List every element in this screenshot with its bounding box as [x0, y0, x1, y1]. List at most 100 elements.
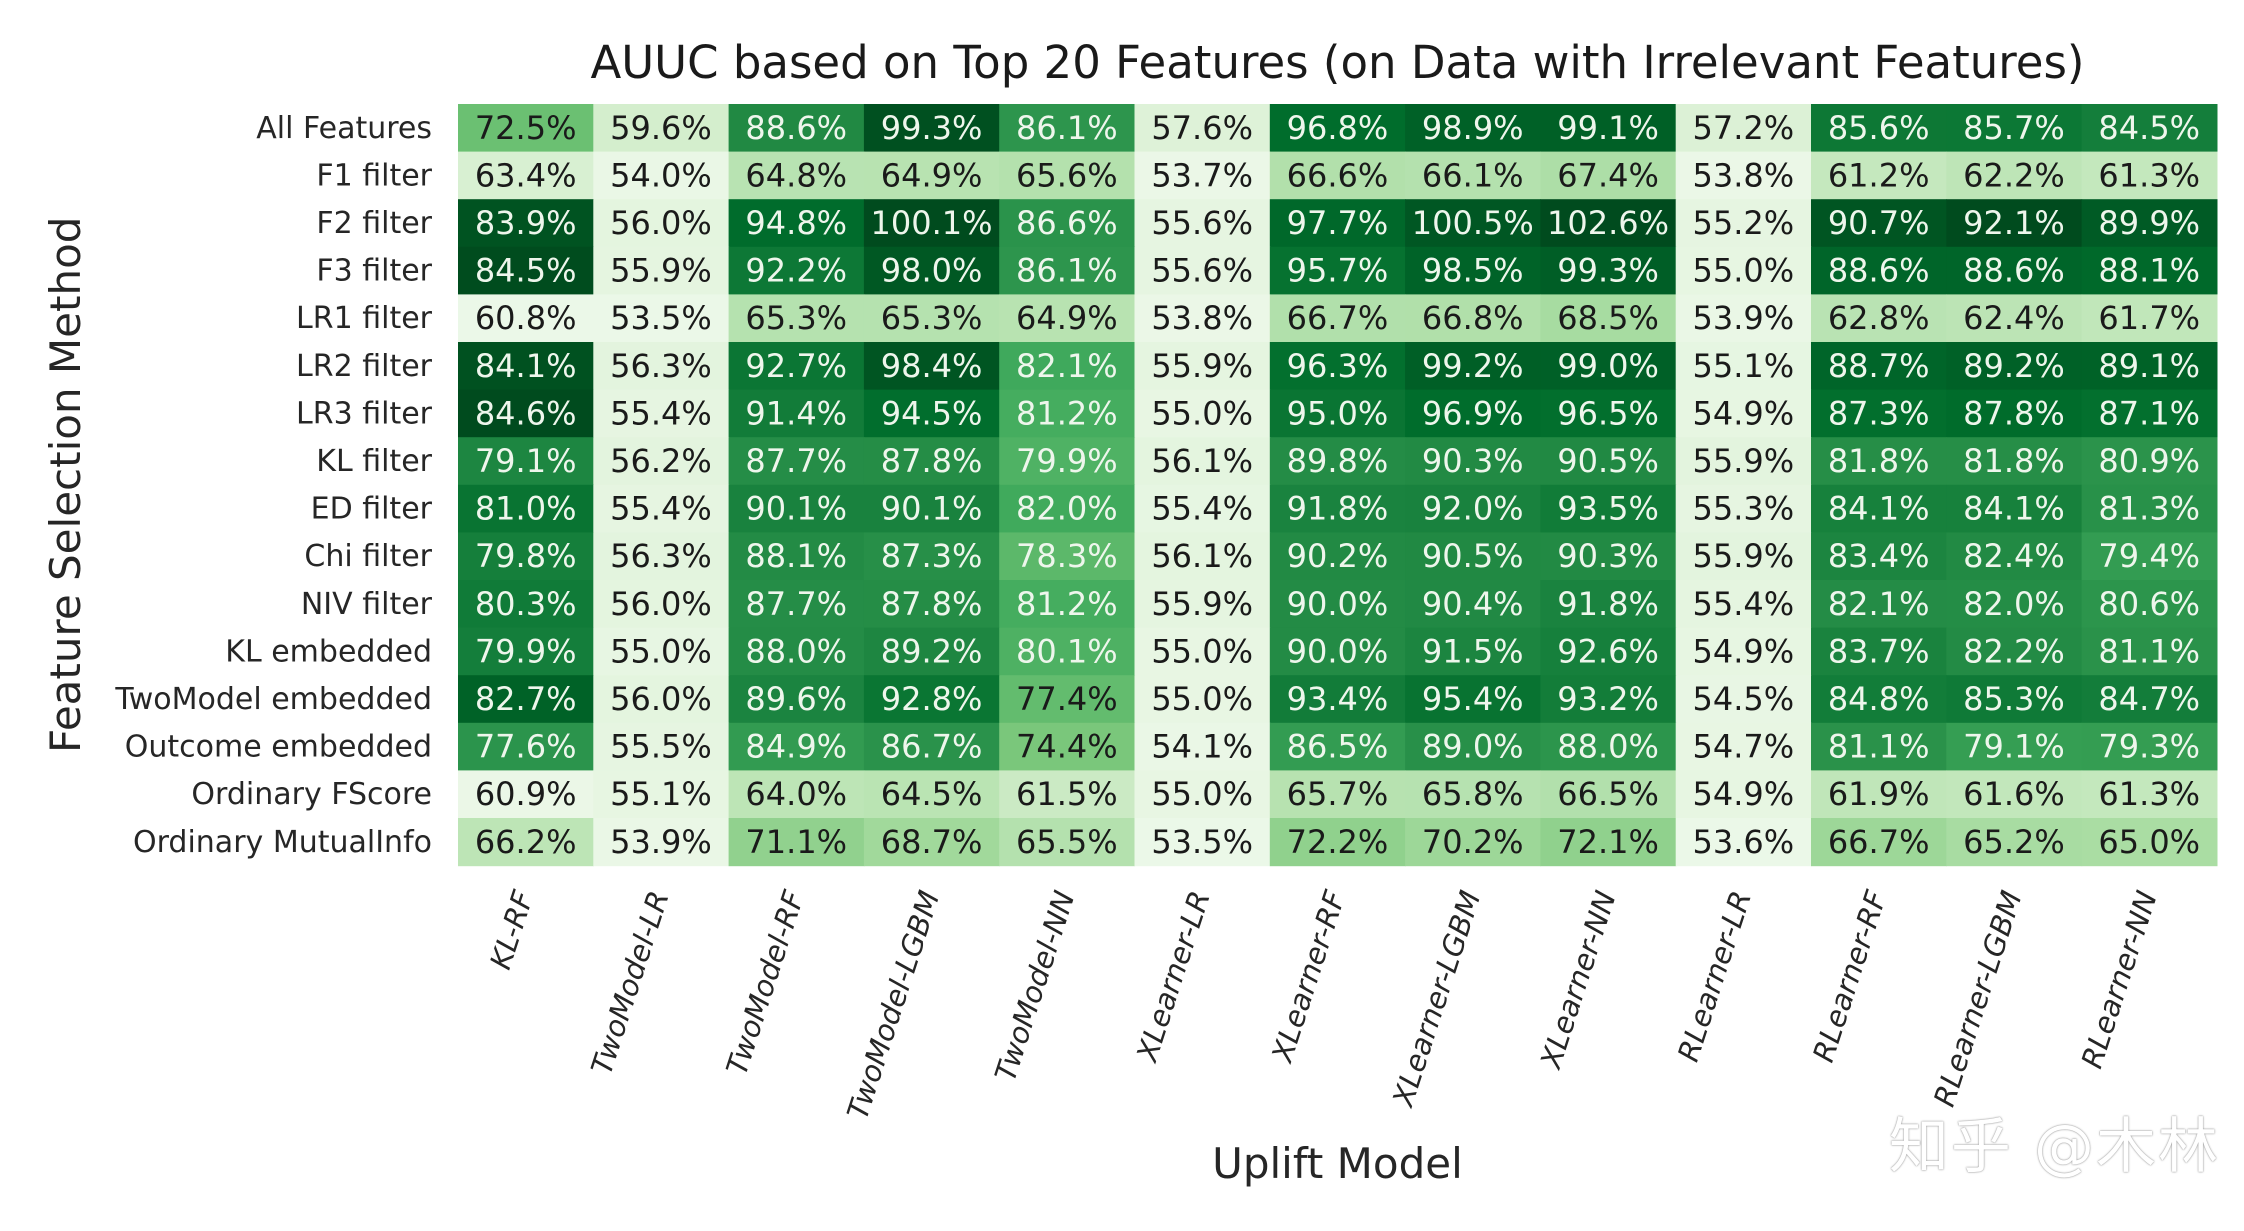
heatmap-cell [999, 437, 1136, 486]
heatmap-cell [458, 199, 594, 248]
cell-value-label: 53.5% [610, 299, 712, 337]
cell-value-label: 83.7% [1828, 632, 1930, 670]
heatmap-cell [1946, 246, 2083, 295]
row-label-f2-filter: F2 filter [316, 206, 432, 241]
cell-value-label: 79.8% [475, 537, 577, 575]
cell-value-label: 92.8% [881, 680, 983, 718]
cell-value-label: 96.8% [1287, 109, 1389, 147]
cell-value-label: 97.7% [1287, 204, 1389, 242]
cell-value-label: 55.1% [610, 775, 712, 813]
heatmap-cell [1134, 770, 1271, 819]
cell-value-label: 93.2% [1557, 680, 1659, 718]
cell-value-label: 84.7% [2098, 680, 2200, 718]
heatmap-cell [593, 151, 730, 200]
heatmap-cell [1269, 675, 1406, 724]
row-label-lr3-filter: LR3 filter [296, 396, 433, 431]
heatmap-cell [1269, 580, 1406, 629]
row-label-f1-filter: F1 filter [316, 158, 432, 193]
heatmap-cell [863, 199, 1000, 248]
heatmap-cell [863, 627, 1000, 676]
cell-value-label: 98.5% [1422, 252, 1524, 290]
heatmap-cell [863, 104, 1000, 153]
cell-value-label: 92.6% [1557, 632, 1659, 670]
cell-value-label: 81.8% [1828, 442, 1930, 480]
heatmap-cell [728, 627, 865, 676]
column-label-twomodel-lr: TwoModel-LR [584, 887, 675, 1079]
heatmap-cell [1269, 342, 1406, 391]
cell-value-label: 90.2% [1287, 537, 1389, 575]
heatmap-cell [863, 342, 1000, 391]
heatmap-cell [2081, 770, 2218, 819]
heatmap-cell [863, 675, 1000, 724]
heatmap-cell [1405, 532, 1541, 581]
column-label-xlearner-lr: XLearner-LR [1129, 887, 1217, 1068]
heatmap-cell [458, 104, 594, 153]
cell-value-label: 68.5% [1557, 299, 1659, 337]
cell-value-label: 54.9% [1693, 394, 1795, 432]
heatmap-cell [458, 722, 594, 771]
heatmap-cell [1134, 818, 1271, 867]
cell-value-label: 61.6% [1963, 775, 2065, 813]
cell-value-label: 86.6% [1016, 204, 1118, 242]
heatmap-cell [1269, 770, 1406, 819]
cell-value-label: 53.9% [610, 823, 712, 861]
cell-value-label: 55.1% [1693, 347, 1795, 385]
cell-value-label: 87.8% [881, 442, 983, 480]
cell-value-label: 55.4% [610, 490, 712, 528]
cell-value-label: 66.8% [1422, 299, 1524, 337]
heatmap-cell [1405, 104, 1541, 153]
chart-title: AUUC based on Top 20 Features (on Data w… [590, 36, 2084, 89]
heatmap-cell [1811, 104, 1947, 153]
heatmap-cell [1269, 627, 1406, 676]
row-label-kl-filter: KL filter [316, 444, 432, 479]
cell-value-label: 91.8% [1287, 490, 1389, 528]
cell-value-label: 64.9% [881, 156, 983, 194]
heatmap-cell [1540, 294, 1677, 343]
cell-value-label: 83.9% [475, 204, 577, 242]
cell-value-label: 79.9% [1016, 442, 1118, 480]
heatmap-cell [1405, 580, 1541, 629]
cell-value-label: 67.4% [1557, 156, 1659, 194]
heatmap-cell [593, 532, 730, 581]
cell-value-label: 90.3% [1422, 442, 1524, 480]
heatmap-cell [2081, 437, 2218, 486]
cell-value-label: 55.9% [1693, 442, 1795, 480]
heatmap-cell [1675, 627, 1812, 676]
cell-value-label: 66.5% [1557, 775, 1659, 813]
cell-value-label: 85.7% [1963, 109, 2065, 147]
cell-value-label: 60.9% [475, 775, 577, 813]
heatmap-cell [1811, 818, 1947, 867]
cell-value-label: 71.1% [745, 823, 847, 861]
heatmap-cell [863, 437, 1000, 486]
heatmap-cell [1405, 437, 1541, 486]
heatmap-cell [863, 770, 1000, 819]
cell-value-label: 80.1% [1016, 632, 1118, 670]
heatmap-cell [728, 104, 865, 153]
heatmap-cell [863, 151, 1000, 200]
cell-value-label: 93.5% [1557, 490, 1659, 528]
heatmap-cell [1946, 675, 2083, 724]
heatmap-cell [999, 246, 1136, 295]
cell-value-label: 100.1% [871, 204, 993, 242]
heatmap-cell [1269, 818, 1406, 867]
cell-value-label: 55.6% [1151, 252, 1253, 290]
cell-value-label: 65.0% [2098, 823, 2200, 861]
heatmap-cell [1134, 294, 1271, 343]
cell-value-label: 80.3% [475, 585, 577, 623]
cell-value-label: 92.1% [1963, 204, 2065, 242]
heatmap-cell [1675, 580, 1812, 629]
heatmap-cell [458, 294, 594, 343]
cell-value-label: 81.2% [1016, 585, 1118, 623]
cell-value-label: 90.4% [1422, 585, 1524, 623]
heatmap-cell [1134, 675, 1271, 724]
cell-value-label: 56.0% [610, 680, 712, 718]
cell-value-label: 53.8% [1151, 299, 1253, 337]
cell-value-label: 54.0% [610, 156, 712, 194]
cell-value-label: 86.1% [1016, 252, 1118, 290]
heatmap-cell [1405, 484, 1541, 533]
cell-value-label: 89.2% [881, 632, 983, 670]
row-label-ordinary-fscore: Ordinary FScore [191, 777, 432, 812]
cell-value-label: 88.6% [1963, 252, 2065, 290]
cell-value-label: 55.0% [610, 632, 712, 670]
cell-value-label: 55.0% [1151, 632, 1253, 670]
